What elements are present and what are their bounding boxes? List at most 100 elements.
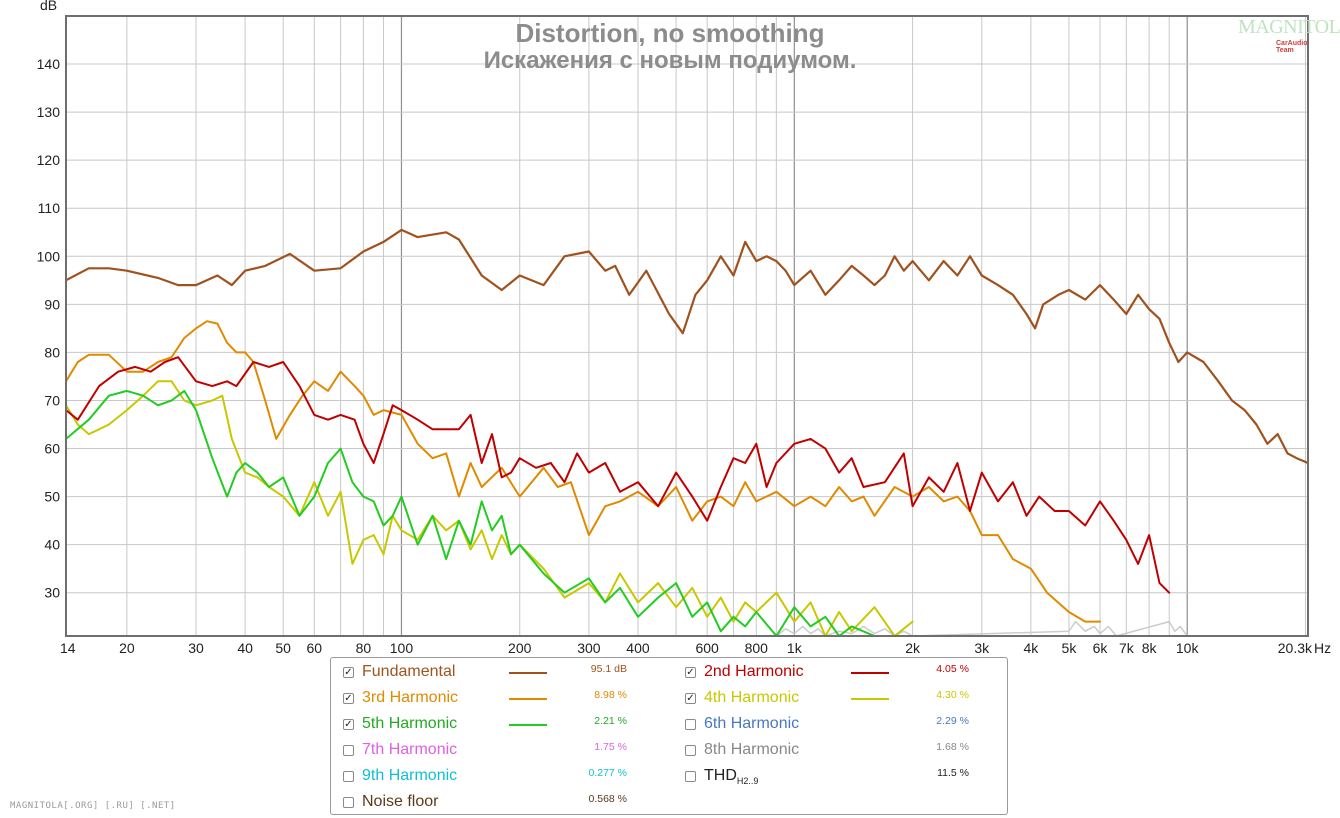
legend-item-fundamental: ✓ Fundamental 95.1 dB [331,663,667,683]
watermark-text: MAGNITOLA[.ORG] [.RU] [.NET] [10,801,176,811]
legend-item-5th-harmonic: ✓ 5th Harmonic 2.21 % [331,715,667,735]
legend-checkbox[interactable] [685,745,696,756]
legend-checkbox[interactable]: ✓ [343,719,354,730]
y-tick-label: 100 [37,248,61,264]
y-tick-label: 80 [44,344,60,360]
x-axis-unit-label: Hz [1314,640,1331,656]
legend-label-subscript: H2..9 [736,776,759,787]
legend-label: 9th Harmonic [362,767,458,784]
legend-label: 4th Harmonic [704,689,800,706]
x-tick-label: 80 [356,640,372,656]
legend-checkbox[interactable] [685,719,696,730]
legend-label: THDH2..9 [704,767,759,787]
x-tick-label: 600 [695,640,719,656]
x-tick-label: 6k [1093,640,1109,656]
y-tick-label: 130 [37,104,61,120]
x-tick-label: 400 [626,640,650,656]
legend-value: 8.98 % [594,689,627,701]
legend-checkbox[interactable]: ✓ [685,667,696,678]
legend-swatch [851,672,889,674]
y-tick-label: 30 [44,585,60,601]
legend-label: 7th Harmonic [362,741,458,758]
legend-value: 2.21 % [594,715,627,727]
x-tick-label: 10k [1176,640,1200,656]
y-tick-label: 90 [44,296,60,312]
x-tick-label: 20 [119,640,135,656]
legend-item-7th-harmonic: 7th Harmonic 1.75 % [331,741,667,761]
legend-value: 1.75 % [594,741,627,753]
series-line-2nd-harmonic [66,356,1171,594]
legend-item-noise-floor: Noise floor 0.568 % [331,793,667,813]
legend-label: Noise floor [362,793,439,810]
legend-value: 11.5 % [937,767,969,779]
legend-checkbox[interactable] [343,745,354,756]
series-line-fundamental [66,228,1308,465]
tick-labels: 30 40 50 60 70 80 90 100 110 120 130 140 14 20 30 40 50 6… [37,56,1313,656]
legend-label: 3rd Harmonic [362,689,459,706]
y-axis-label: dB [40,0,57,13]
legend-item-thd: THDH2..9 11.5 % [673,767,1009,787]
legend-label: Fundamental [362,663,456,680]
x-tick-label: 3k [974,640,990,656]
legend-panel: ✓ Fundamental 95.1 dB ✓ 2nd Harmonic 4.05 % ✓ 3… [330,657,1008,815]
series-line-3rd-harmonic [66,320,1101,623]
legend-label: 8th Harmonic [704,741,800,758]
plot-area [65,15,1309,637]
x-tick-label: 7k [1119,640,1135,656]
y-tick-label: 40 [44,537,60,553]
y-tick-label: 120 [37,152,61,168]
x-tick-label: 5k [1062,640,1078,656]
legend-swatch [509,724,547,726]
x-tick-label: 14 [60,640,76,656]
legend-value: 0.568 % [588,793,627,805]
chart-title: Distortion, no smoothing [515,18,824,48]
legend-value: 95.1 dB [590,663,627,675]
x-tick-label: 20.3k [1278,640,1313,656]
legend-item-9th-harmonic: 9th Harmonic 0.277 % [331,767,667,787]
x-tick-label: 4k [1023,640,1039,656]
legend-swatch [509,698,547,700]
legend-item-2nd-harmonic: ✓ 2nd Harmonic 4.05 % [673,663,1009,683]
legend-checkbox[interactable] [685,771,696,782]
grid [66,16,1308,636]
logo-subtext: CarAudio Team [1276,40,1308,54]
x-tick-label: 1k [787,640,803,656]
y-tick-label: 60 [44,441,60,457]
magnitola-logo: MAGNITOLA CarAudio Team [1238,16,1340,54]
legend-swatch [509,672,547,674]
y-tick-label: 50 [44,489,60,505]
logo-text: MAGNITOLA [1238,16,1340,38]
x-tick-label: 100 [390,640,414,656]
legend-label: 5th Harmonic [362,715,458,732]
distortion-chart: 30 40 50 60 70 80 90 100 110 120 130 140 14 20 30 40 50 6… [37,0,1331,656]
legend-item-6th-harmonic: 6th Harmonic 2.29 % [673,715,1009,735]
x-tick-label: 800 [745,640,769,656]
x-tick-label: 60 [307,640,323,656]
legend-item-8th-harmonic: 8th Harmonic 1.68 % [673,741,1009,761]
legend-value: 4.05 % [936,663,969,675]
x-tick-label: 200 [508,640,532,656]
legend-checkbox[interactable]: ✓ [343,693,354,704]
x-tick-label: 2k [905,640,921,656]
legend-item-4th-harmonic: ✓ 4th Harmonic 4.30 % [673,689,1009,709]
x-tick-label: 40 [237,640,253,656]
legend-item-3rd-harmonic: ✓ 3rd Harmonic 8.98 % [331,689,667,709]
y-tick-label: 140 [37,56,61,72]
legend-checkbox[interactable]: ✓ [685,693,696,704]
y-tick-label: 110 [38,200,61,216]
legend-checkbox[interactable] [343,771,354,782]
series-line-4th-harmonic [66,380,914,636]
legend-value: 2.29 % [936,715,969,727]
legend-label: 2nd Harmonic [704,663,804,680]
x-tick-label: 300 [577,640,601,656]
series-group [66,228,1308,636]
x-tick-label: 50 [275,640,291,656]
y-tick-label: 70 [44,392,60,408]
legend-checkbox[interactable]: ✓ [343,667,354,678]
legend-value: 0.277 % [588,767,627,779]
legend-value: 1.68 % [936,741,969,753]
legend-swatch [851,698,889,700]
legend-checkbox[interactable] [343,797,354,808]
x-tick-label: 8k [1142,640,1158,656]
x-tick-label: 30 [188,640,204,656]
